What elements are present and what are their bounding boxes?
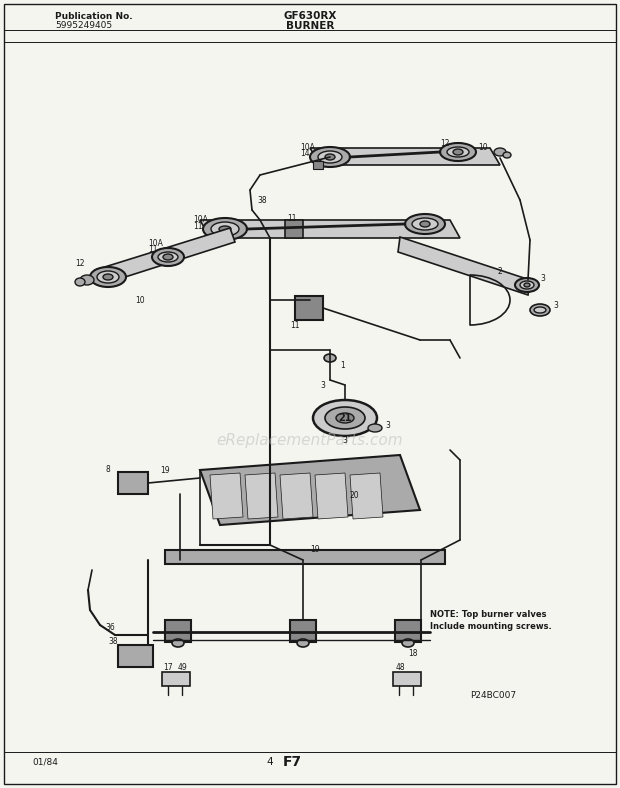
Text: 21: 21: [339, 413, 352, 423]
Bar: [290, 620, 316, 642]
Ellipse shape: [368, 424, 382, 432]
Polygon shape: [280, 473, 313, 519]
Bar: [285, 220, 303, 238]
Text: 3: 3: [385, 421, 390, 429]
Bar: [118, 645, 153, 667]
Polygon shape: [315, 473, 348, 519]
Text: 1: 1: [340, 360, 345, 370]
Polygon shape: [350, 473, 383, 519]
Ellipse shape: [447, 147, 469, 157]
Text: 49: 49: [178, 663, 188, 672]
Ellipse shape: [530, 304, 550, 316]
Text: 17: 17: [163, 663, 172, 672]
Text: 20: 20: [350, 490, 360, 500]
Text: 18: 18: [408, 649, 417, 659]
Ellipse shape: [152, 248, 184, 266]
Ellipse shape: [158, 252, 178, 262]
Text: 3: 3: [320, 381, 325, 389]
Polygon shape: [95, 228, 235, 285]
Text: 10A: 10A: [193, 214, 208, 224]
Ellipse shape: [534, 307, 546, 313]
Text: 10: 10: [478, 143, 487, 151]
Ellipse shape: [163, 254, 173, 260]
Ellipse shape: [336, 413, 354, 423]
Polygon shape: [310, 148, 500, 165]
Text: Publication No.: Publication No.: [55, 12, 133, 20]
Ellipse shape: [310, 147, 350, 167]
Text: 11: 11: [287, 214, 296, 222]
Ellipse shape: [494, 148, 506, 156]
Text: P24BC007: P24BC007: [470, 690, 516, 700]
Ellipse shape: [520, 281, 534, 289]
Text: 01/84: 01/84: [32, 757, 58, 767]
Text: 11: 11: [193, 221, 203, 231]
Ellipse shape: [172, 639, 184, 647]
Ellipse shape: [405, 214, 445, 234]
Text: 4: 4: [267, 757, 273, 767]
Text: 38: 38: [108, 637, 118, 646]
Ellipse shape: [219, 226, 231, 232]
Ellipse shape: [75, 278, 85, 286]
Text: 48: 48: [396, 663, 405, 672]
Text: 11: 11: [148, 244, 157, 254]
Ellipse shape: [90, 267, 126, 287]
Ellipse shape: [80, 275, 94, 285]
Ellipse shape: [97, 271, 119, 283]
Text: BURNER: BURNER: [286, 21, 334, 31]
Ellipse shape: [503, 152, 511, 158]
Ellipse shape: [515, 278, 539, 292]
Bar: [165, 620, 191, 642]
Text: 10A: 10A: [300, 143, 315, 151]
Bar: [313, 161, 323, 169]
Text: 19: 19: [160, 466, 170, 474]
Polygon shape: [245, 473, 278, 519]
Bar: [165, 550, 445, 564]
Ellipse shape: [297, 639, 309, 647]
Text: 36: 36: [105, 623, 115, 633]
Text: 3: 3: [343, 436, 347, 444]
Ellipse shape: [203, 218, 247, 240]
Polygon shape: [210, 473, 243, 519]
Text: F7: F7: [283, 755, 301, 769]
Ellipse shape: [211, 222, 239, 236]
Ellipse shape: [524, 283, 530, 287]
Ellipse shape: [318, 151, 342, 163]
Text: eReplacementParts.com: eReplacementParts.com: [216, 433, 404, 448]
Ellipse shape: [313, 400, 377, 436]
Polygon shape: [200, 220, 460, 238]
Bar: [393, 672, 421, 686]
Text: 38: 38: [257, 195, 267, 205]
Polygon shape: [398, 237, 530, 295]
Text: 5995249405: 5995249405: [55, 20, 112, 29]
Text: GF630RX: GF630RX: [283, 11, 337, 21]
Text: 12: 12: [440, 139, 450, 147]
Text: 3: 3: [540, 273, 545, 283]
Bar: [295, 296, 323, 320]
Text: 8: 8: [105, 464, 110, 474]
Text: 3: 3: [553, 300, 558, 310]
Ellipse shape: [420, 221, 430, 227]
Ellipse shape: [325, 407, 365, 429]
Ellipse shape: [453, 149, 463, 155]
Text: NOTE: Top burner valves
Include mounting screws.: NOTE: Top burner valves Include mounting…: [430, 610, 552, 631]
Text: 10A: 10A: [148, 239, 163, 247]
Ellipse shape: [103, 274, 113, 280]
Ellipse shape: [402, 639, 414, 647]
Polygon shape: [200, 455, 420, 525]
Ellipse shape: [324, 354, 336, 362]
Bar: [162, 672, 190, 686]
Text: 10: 10: [135, 296, 144, 304]
Text: 12: 12: [75, 258, 84, 267]
Ellipse shape: [325, 154, 335, 160]
Bar: [395, 620, 421, 642]
Ellipse shape: [412, 218, 438, 230]
Text: 11: 11: [290, 321, 299, 329]
Text: 14: 14: [300, 148, 309, 158]
Text: 2: 2: [498, 267, 503, 277]
Bar: [118, 472, 148, 494]
Ellipse shape: [440, 143, 476, 161]
Text: 19: 19: [310, 545, 320, 555]
